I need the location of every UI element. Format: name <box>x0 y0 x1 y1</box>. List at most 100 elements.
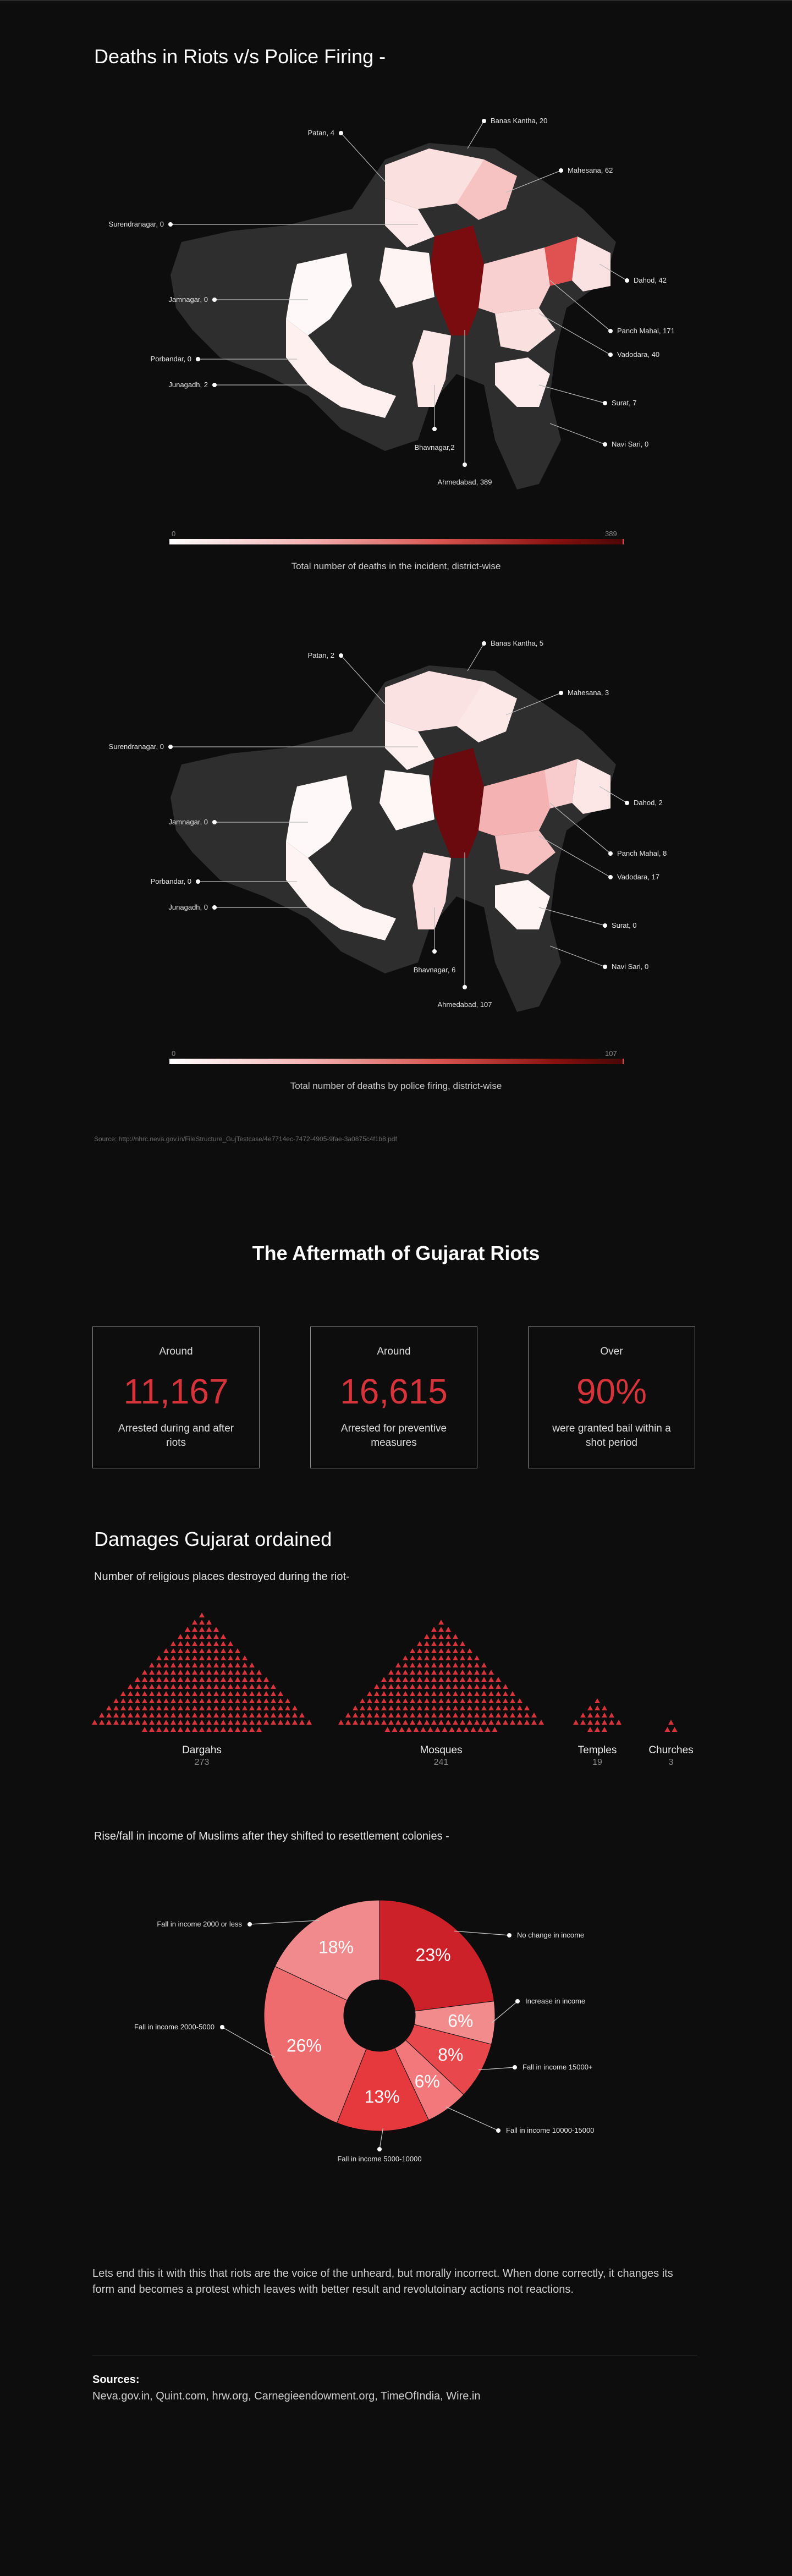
triangle-mark <box>467 1663 472 1667</box>
triangle-mark <box>192 1670 197 1675</box>
triangle-mark <box>263 1698 269 1703</box>
district-surendranagar <box>380 770 435 830</box>
triangle-mark <box>602 1727 607 1732</box>
triangle-mark <box>235 1684 240 1689</box>
triangle-mark <box>453 1705 458 1710</box>
triangle-mark <box>170 1691 176 1696</box>
triangle-mark <box>192 1720 197 1725</box>
district-mahesana <box>457 682 517 742</box>
triangle-mark <box>135 1691 140 1696</box>
triangle-mark <box>453 1634 458 1639</box>
triangle-mark <box>249 1698 255 1703</box>
triangle-mark <box>199 1713 205 1718</box>
legend1-max: 389 <box>605 530 617 538</box>
triangle-mark <box>213 1641 219 1646</box>
triangle-mark <box>206 1648 212 1653</box>
triangle-mark <box>410 1663 415 1667</box>
triangle-mark <box>235 1727 240 1732</box>
damages-subtitle: Number of religious places destroyed dur… <box>94 1571 350 1583</box>
triangle-mark <box>228 1698 233 1703</box>
district-patan <box>385 720 435 770</box>
pie-callout-dot <box>507 1933 512 1937</box>
closing-paragraph: Lets end this it with this that riots ar… <box>92 2267 673 2296</box>
triangle-mark <box>206 1727 212 1732</box>
callout-line <box>505 692 562 715</box>
triangle-mark <box>417 1641 422 1646</box>
triangle-mark <box>453 1698 458 1703</box>
callout-label: Patan, 4 <box>308 129 334 137</box>
triangle-mark <box>496 1713 501 1718</box>
triangle-mark <box>403 1655 408 1660</box>
district-surat <box>495 357 550 407</box>
triangle-mark <box>192 1634 197 1639</box>
triangle-mark <box>185 1634 190 1639</box>
income-pie-chart: 23% 6% 8% 6% 13% 26% 18% No change in income In… <box>134 1900 594 2163</box>
callout-label: Navi Sari, 0 <box>612 440 648 448</box>
stat-value: 11,167 <box>123 1372 229 1411</box>
stat-description: Arrested during and after riots <box>118 1423 234 1449</box>
triangle-mark <box>213 1713 219 1718</box>
triangle-mark <box>271 1713 276 1718</box>
triangle-mark <box>185 1648 190 1653</box>
triangle-mark <box>156 1713 162 1718</box>
triangle-mark <box>338 1720 344 1725</box>
triangle-mark <box>353 1720 358 1725</box>
triangle-mark <box>474 1720 480 1725</box>
triangle-mark <box>424 1641 430 1646</box>
triangle-mark <box>374 1713 380 1718</box>
callout-label: Ahmedabad, 107 <box>437 1000 492 1009</box>
callout-dot <box>482 119 486 123</box>
triangle-mark <box>256 1705 262 1710</box>
pie-callout-line <box>492 2001 518 2023</box>
triangle-mark <box>120 1698 126 1703</box>
triangle-mark <box>178 1670 183 1675</box>
triangle-mark <box>135 1713 140 1718</box>
triangle-mark <box>106 1720 112 1725</box>
triangle-mark <box>206 1713 212 1718</box>
triangle-mark <box>477 1727 483 1732</box>
triangle-mark <box>142 1684 147 1689</box>
triangle-mark <box>142 1677 147 1682</box>
triangle-mark <box>460 1648 465 1653</box>
district-ahmedabad <box>429 748 484 858</box>
triangle-mark <box>263 1691 269 1696</box>
triangle-mark <box>120 1713 126 1718</box>
callout-line <box>538 313 611 355</box>
triangle-mark <box>503 1684 508 1689</box>
sources-list: Neva.gov.in, Quint.com, hrw.org, Carnegi… <box>92 2390 481 2402</box>
triangle-mark <box>442 1727 448 1732</box>
triangle-mark <box>388 1720 394 1725</box>
triangle-mark <box>278 1713 283 1718</box>
triangle-mark <box>170 1698 176 1703</box>
triangle-mark <box>149 1713 155 1718</box>
triangle-mark <box>263 1713 269 1718</box>
triangle-mark <box>446 1691 451 1696</box>
stat-prefix: Over <box>600 1346 623 1357</box>
triangle-mark <box>609 1713 614 1718</box>
callout-dot <box>212 298 217 302</box>
triangle-mark <box>510 1705 515 1710</box>
triangle-mark <box>474 1655 480 1660</box>
triangle-mark <box>185 1705 190 1710</box>
pie-percent-label: 8% <box>438 2045 463 2065</box>
triangle-mark <box>192 1663 197 1667</box>
triangle-mark <box>381 1684 387 1689</box>
places-count-temples: 19 <box>592 1758 602 1767</box>
triangle-mark <box>453 1691 458 1696</box>
triangle-mark <box>587 1713 593 1718</box>
triangle-mark <box>199 1641 205 1646</box>
triangle-mark <box>345 1720 351 1725</box>
triangle-mark <box>299 1720 305 1725</box>
triangle-mark <box>467 1691 472 1696</box>
triangle-mark <box>374 1720 380 1725</box>
callout-dot <box>603 923 607 928</box>
callout-line <box>340 655 386 704</box>
triangle-mark <box>120 1705 126 1710</box>
source-link[interactable]: Source: http://nhrc.neva.gov.in/FileStru… <box>94 1135 397 1143</box>
triangle-mark <box>178 1663 183 1667</box>
triangle-mark <box>374 1684 380 1689</box>
triangle-mark <box>438 1627 444 1632</box>
triangle-mark <box>446 1627 451 1632</box>
triangle-mark <box>106 1713 112 1718</box>
callout-line <box>538 835 611 878</box>
